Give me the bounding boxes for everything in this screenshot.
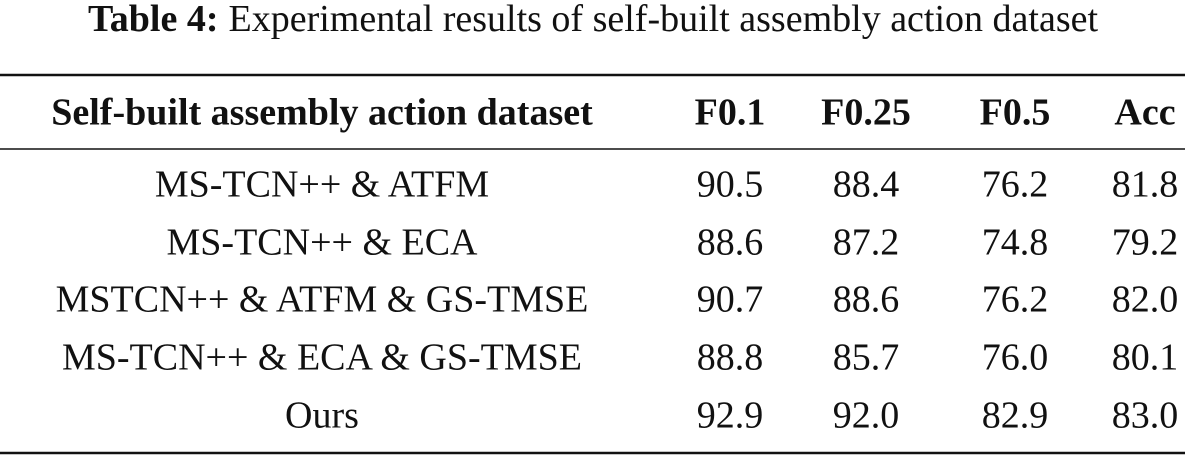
value-cell: 92.9 <box>697 395 764 437</box>
value-cell: 87.2 <box>833 222 900 264</box>
value-cell: 80.1 <box>1112 337 1179 379</box>
value-cell: 76.0 <box>982 337 1049 379</box>
header-cell: Self-built assembly action dataset <box>51 92 593 134</box>
value-cell: 74.8 <box>982 222 1049 264</box>
method-cell: MS-TCN++ & ECA <box>167 222 479 264</box>
value-cell: 90.5 <box>697 164 764 206</box>
method-cell: Ours <box>285 395 359 437</box>
caption-text: Experimental results of self-built assem… <box>229 0 1099 40</box>
value-cell: 79.2 <box>1112 222 1179 264</box>
header-cell: F0.25 <box>821 92 911 134</box>
value-cell: 88.6 <box>833 279 900 321</box>
value-cell: 82.0 <box>1112 279 1179 321</box>
caption: Table 4: Experimental results of self-bui… <box>88 0 1099 40</box>
value-cell: 76.2 <box>982 279 1049 321</box>
value-cell: 82.9 <box>982 395 1049 437</box>
caption-label: Table 4: <box>88 0 219 40</box>
header-cell: Acc <box>1114 92 1175 134</box>
value-cell: 88.4 <box>833 164 900 206</box>
method-cell: MS-TCN++ & ECA & GS-TMSE <box>62 337 582 379</box>
value-cell: 92.0 <box>833 395 900 437</box>
method-cell: MS-TCN++ & ATFM <box>155 164 489 206</box>
method-cell: MSTCN++ & ATFM & GS-TMSE <box>56 279 589 321</box>
header-cell: F0.1 <box>695 92 766 134</box>
value-cell: 90.7 <box>697 279 764 321</box>
value-cell: 88.8 <box>697 337 764 379</box>
value-cell: 83.0 <box>1112 395 1179 437</box>
value-cell: 76.2 <box>982 164 1049 206</box>
value-cell: 81.8 <box>1112 164 1179 206</box>
value-cell: 88.6 <box>697 222 764 264</box>
header-cell: F0.5 <box>980 92 1051 134</box>
value-cell: 85.7 <box>833 337 900 379</box>
